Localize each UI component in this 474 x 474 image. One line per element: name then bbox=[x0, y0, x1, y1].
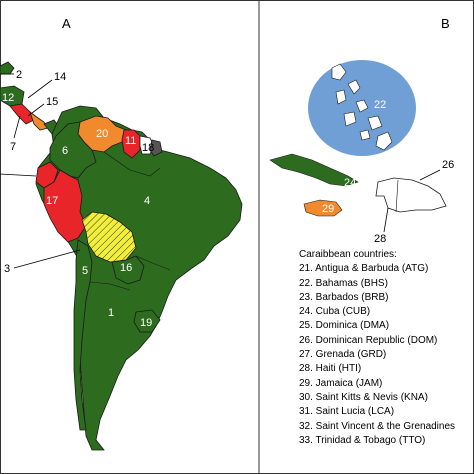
country-region-hispaniola bbox=[375, 177, 447, 213]
country-region-5 bbox=[73, 239, 93, 431]
border-line-argentina bbox=[89, 281, 131, 291]
label-18: 18 bbox=[142, 142, 154, 154]
country-region-11 bbox=[121, 129, 141, 159]
label-19: 19 bbox=[140, 317, 152, 329]
leader-lines-b bbox=[383, 169, 441, 233]
label-16: 16 bbox=[120, 262, 132, 274]
country-region-24 bbox=[269, 153, 359, 187]
label-12: 12 bbox=[2, 92, 14, 104]
caribbean-map bbox=[269, 60, 447, 217]
label-20: 20 bbox=[96, 128, 108, 140]
island-3 bbox=[335, 89, 347, 105]
leader-14 bbox=[27, 79, 53, 99]
label-1: 1 bbox=[108, 307, 114, 319]
country-region-central-top bbox=[0, 61, 15, 75]
bahamas-islands bbox=[331, 63, 393, 151]
island-1 bbox=[331, 63, 347, 81]
country-region-16 bbox=[111, 255, 145, 285]
legend-item: 26. Dominican Republic (DOM) bbox=[299, 334, 438, 346]
border-line-north bbox=[103, 151, 161, 177]
label-5: 5 bbox=[82, 265, 88, 277]
label-29: 29 bbox=[322, 203, 334, 215]
country-region-bolivia bbox=[81, 211, 137, 263]
label-26: 26 bbox=[442, 159, 454, 171]
island-5 bbox=[343, 111, 357, 127]
country-region-french-guiana bbox=[149, 139, 163, 157]
label-17: 17 bbox=[46, 195, 58, 207]
legend-item: 30. Saint Kitts & Nevis (KNA) bbox=[299, 391, 428, 403]
label-11: 11 bbox=[125, 135, 136, 147]
panel-label-a: A bbox=[62, 16, 71, 31]
legend-item: 33. Trinidad & Tobago (TTO) bbox=[299, 434, 426, 446]
island-4 bbox=[355, 99, 369, 113]
country-region-19 bbox=[133, 309, 161, 333]
leader-3 bbox=[13, 249, 81, 269]
country-region-6 bbox=[49, 121, 97, 179]
country-region-29 bbox=[303, 199, 343, 217]
leader-lines-a bbox=[0, 73, 81, 269]
legend-item: 29. Jamaica (JAM) bbox=[299, 377, 383, 389]
label-14: 14 bbox=[54, 71, 66, 83]
legend-item: 23. Barbados (BRB) bbox=[299, 291, 389, 303]
leader-7 bbox=[13, 115, 21, 139]
label-24: 24 bbox=[344, 177, 356, 189]
label-28: 28 bbox=[374, 233, 386, 245]
label-6: 6 bbox=[62, 145, 68, 157]
label-15: 15 bbox=[46, 96, 58, 108]
island-7 bbox=[375, 131, 393, 151]
leader-26 bbox=[419, 169, 441, 181]
label-22: 22 bbox=[374, 99, 386, 111]
leader-28 bbox=[383, 207, 389, 233]
label-3: 3 bbox=[4, 263, 10, 275]
border-line-south bbox=[135, 255, 171, 271]
island-8 bbox=[359, 129, 371, 141]
legend-item: 32. Saint Vincent & the Grenadines bbox=[299, 420, 456, 432]
leader-15 bbox=[27, 103, 45, 117]
legend-item: 25. Dominica (DMA) bbox=[299, 320, 390, 332]
label-2: 2 bbox=[16, 69, 22, 81]
caribbean-legend: Caraibbean countries: 21. Antigua & Barb… bbox=[299, 248, 474, 448]
label-7: 7 bbox=[10, 141, 16, 153]
haiti-dom-border bbox=[395, 179, 399, 213]
legend-item: 21. Antigua & Barbuda (ATG) bbox=[299, 263, 429, 275]
legend-item: 22. Bahamas (BHS) bbox=[299, 277, 388, 289]
legend-item: 27. Grenada (GRD) bbox=[299, 349, 387, 361]
country-region-15 bbox=[29, 110, 49, 131]
legend-item: 31. Saint Lucia (LCA) bbox=[299, 406, 395, 418]
legend-item: 24. Cuba (CUB) bbox=[299, 306, 371, 318]
label-4: 4 bbox=[144, 195, 150, 207]
island-2 bbox=[347, 79, 361, 95]
island-6 bbox=[367, 115, 383, 131]
south-america-map bbox=[0, 61, 243, 451]
panel-label-b: B bbox=[441, 16, 450, 31]
legend-item: 28. Haiti (HTI) bbox=[299, 363, 362, 375]
leader-ecuador bbox=[0, 173, 37, 177]
legend-title: Caraibbean countries: bbox=[299, 249, 397, 260]
